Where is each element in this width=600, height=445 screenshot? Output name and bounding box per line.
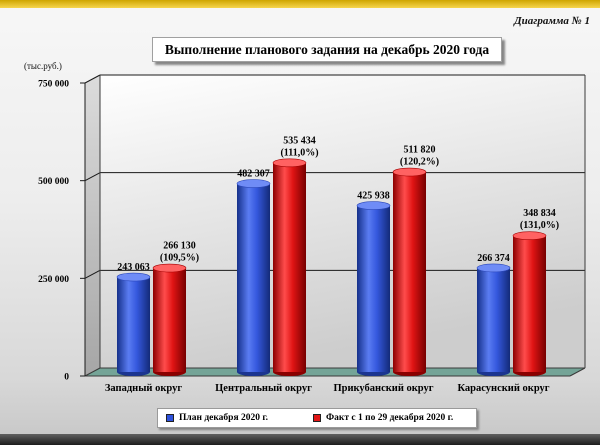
bar-fact-0 — [152, 263, 187, 376]
bar-fact-3 — [512, 231, 547, 376]
data-label-fact-percent: (131,0%) — [520, 220, 559, 231]
legend-item-plan: План декабря 2020 г. — [166, 409, 268, 427]
x-tick-label: Центральный округ — [215, 383, 312, 394]
bottom-bar — [0, 434, 600, 445]
y-tick-label: 250 000 — [38, 275, 69, 285]
legend-swatch-plan — [166, 414, 174, 422]
bar-plan-1 — [236, 179, 271, 376]
legend-item-fact: Факт с 1 по 29 декабря 2020 г. — [313, 409, 453, 427]
bars — [116, 158, 547, 376]
legend-label-plan: План декабря 2020 г. — [179, 413, 268, 423]
data-label-fact-percent: (120,2%) — [400, 157, 439, 168]
y-tick-label: 500 000 — [38, 177, 69, 187]
chart-title: Выполнение планового задания на декабрь … — [164, 42, 490, 57]
gridline-side-wall — [84, 172, 101, 182]
bar-fact-2 — [392, 167, 427, 376]
data-label-fact: 511 820 — [404, 145, 436, 156]
bar-body — [153, 268, 186, 372]
floor-right-edge — [569, 367, 586, 377]
bar-top — [476, 263, 511, 273]
bar-body — [117, 277, 150, 372]
floor — [85, 368, 585, 376]
bar-body — [393, 172, 426, 372]
bar-top — [512, 231, 547, 241]
y-tick-label: 750 000 — [38, 80, 69, 90]
bar-plan-3 — [476, 263, 511, 376]
bar-top — [272, 158, 307, 168]
chart-title-box: Выполнение планового задания на декабрь … — [152, 37, 502, 62]
back-wall — [100, 75, 585, 368]
x-tick-label: Прикубанский округ — [333, 383, 433, 394]
legend-swatch-fact — [313, 414, 321, 422]
bar-top — [356, 201, 391, 210]
bar-plan-2 — [356, 201, 391, 376]
bar-body — [237, 183, 270, 372]
data-label-plan: 482 307 — [237, 169, 270, 180]
x-tick-label: Западный округ — [105, 383, 182, 394]
y-tick-label: 0 — [64, 373, 69, 383]
bar-fact-1 — [272, 158, 307, 376]
data-label-fact: 535 434 — [283, 135, 316, 146]
data-label-fact: 266 130 — [163, 241, 196, 252]
bar-body — [357, 205, 390, 372]
bar-top — [392, 167, 427, 177]
data-label-fact: 348 834 — [523, 208, 556, 219]
bar-body — [477, 267, 510, 372]
bar-plan-0 — [116, 272, 151, 376]
top-accent-strip — [0, 0, 600, 8]
gridline-side-wall — [84, 74, 101, 84]
axis-labels: 0 250 000 500 000 750 000 Западный округ Цент… — [38, 80, 550, 395]
data-label-fact-percent: (109,5%) — [160, 253, 199, 264]
diagram-caption: Диаграмма № 1 — [514, 15, 590, 27]
chart-legend: План декабря 2020 г. Факт с 1 по 29 дека… — [157, 408, 477, 428]
side-wall — [85, 75, 100, 376]
data-labels: 243 063 266 130(109,5%) 482 307 535 434(111… — [117, 135, 559, 273]
x-tick-label: Карасунский округ — [457, 383, 549, 394]
data-label-plan: 425 938 — [357, 191, 390, 202]
bar-top — [236, 179, 271, 188]
bar-top — [116, 272, 151, 282]
data-label-fact-percent: (111,0%) — [280, 147, 318, 158]
bar-top — [152, 263, 187, 273]
floor-left-edge — [84, 367, 101, 377]
bar-body — [273, 162, 306, 372]
gridline-side-wall — [84, 269, 101, 279]
data-label-plan: 243 063 — [117, 262, 150, 273]
legend-label-fact: Факт с 1 по 29 декабря 2020 г. — [326, 413, 454, 423]
bar-body — [513, 235, 546, 372]
data-label-plan: 266 374 — [477, 253, 510, 264]
y-axis-unit-label: (тыс.руб.) — [24, 61, 62, 71]
